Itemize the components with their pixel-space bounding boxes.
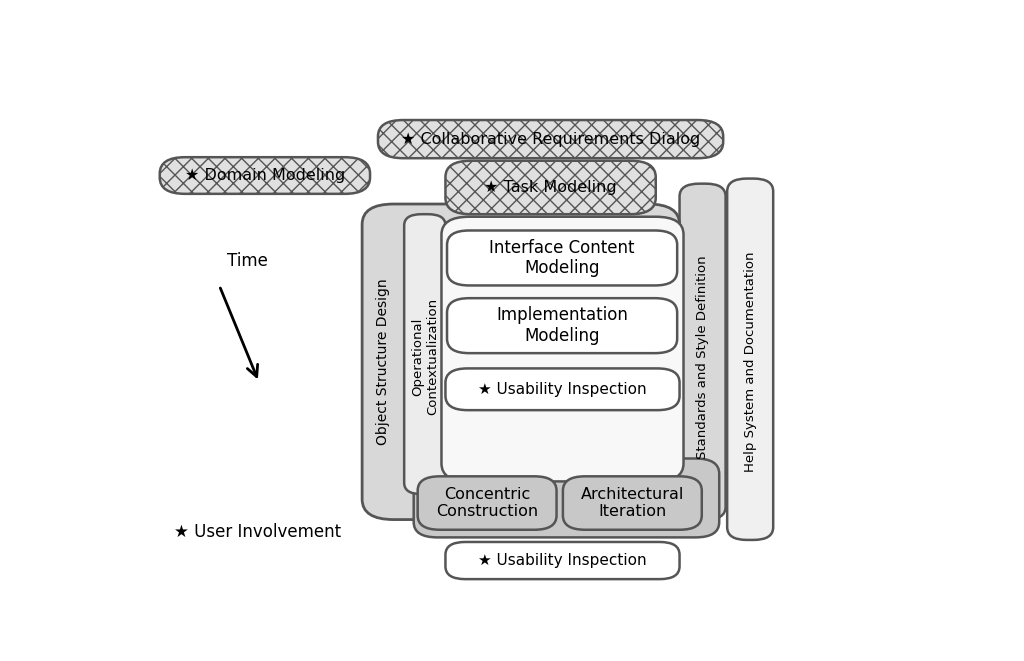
Text: Help System and Documentation: Help System and Documentation xyxy=(743,252,757,472)
FancyBboxPatch shape xyxy=(418,477,557,529)
Text: Standards and Style Definition: Standards and Style Definition xyxy=(696,255,709,459)
FancyBboxPatch shape xyxy=(378,120,723,158)
Text: ★ Task Modeling: ★ Task Modeling xyxy=(484,180,616,195)
Text: ★ Domain Modeling: ★ Domain Modeling xyxy=(184,168,345,183)
FancyBboxPatch shape xyxy=(563,477,701,529)
FancyBboxPatch shape xyxy=(727,178,773,540)
Text: ★ Usability Inspection: ★ Usability Inspection xyxy=(478,553,647,568)
Text: Operational
Contextualization: Operational Contextualization xyxy=(411,298,439,415)
FancyBboxPatch shape xyxy=(447,298,677,353)
Text: Object Structure Design: Object Structure Design xyxy=(376,278,390,445)
Text: ★ Collaborative Requirements Dialog: ★ Collaborative Requirements Dialog xyxy=(401,132,700,147)
FancyBboxPatch shape xyxy=(441,217,684,481)
FancyBboxPatch shape xyxy=(404,214,445,494)
FancyBboxPatch shape xyxy=(362,204,680,520)
Text: Architectural
Iteration: Architectural Iteration xyxy=(581,487,684,520)
Text: Time: Time xyxy=(227,253,268,270)
Text: Concentric
Construction: Concentric Construction xyxy=(436,487,539,520)
FancyBboxPatch shape xyxy=(445,368,680,410)
Text: ★ User Involvement: ★ User Involvement xyxy=(174,524,341,541)
FancyBboxPatch shape xyxy=(447,231,677,286)
Text: Implementation
Modeling: Implementation Modeling xyxy=(497,306,628,345)
Text: ★ Usability Inspection: ★ Usability Inspection xyxy=(478,382,647,397)
FancyBboxPatch shape xyxy=(445,542,680,579)
Text: Interface Content
Modeling: Interface Content Modeling xyxy=(489,239,635,278)
FancyBboxPatch shape xyxy=(414,459,719,537)
FancyBboxPatch shape xyxy=(680,184,726,520)
FancyBboxPatch shape xyxy=(160,157,370,194)
FancyBboxPatch shape xyxy=(445,161,655,214)
